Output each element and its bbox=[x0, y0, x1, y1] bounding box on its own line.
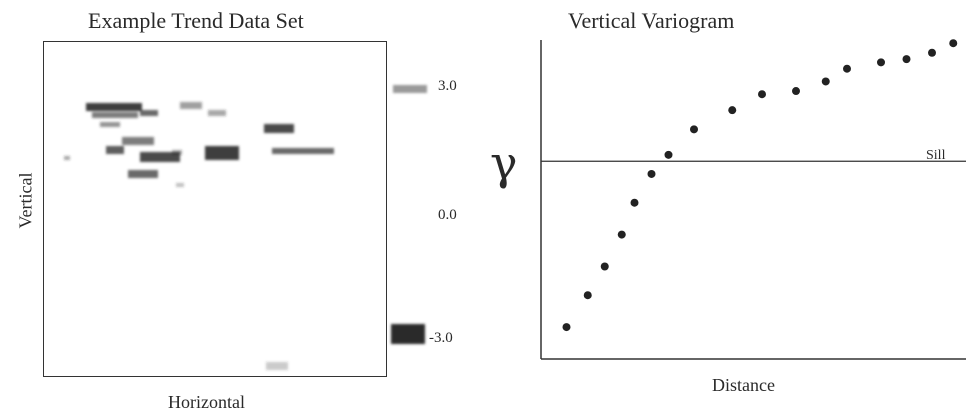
variogram-point bbox=[617, 230, 626, 239]
sill-annotation: Sill bbox=[926, 148, 946, 163]
heatmap-title: Example Trend Data Set bbox=[88, 8, 304, 33]
variogram-point bbox=[664, 150, 673, 159]
heatmap-x-axis-label: Horizontal bbox=[168, 392, 245, 412]
variogram-point bbox=[600, 262, 609, 271]
variogram-point bbox=[758, 90, 766, 99]
colorbar-tick-high: 3.0 bbox=[438, 78, 457, 94]
variogram-point bbox=[562, 323, 571, 332]
variogram-point bbox=[792, 87, 800, 96]
variogram-points bbox=[562, 39, 958, 332]
variogram-point bbox=[949, 39, 958, 48]
colorbar-tick-low: -3.0 bbox=[429, 330, 453, 346]
variogram-title: Vertical Variogram bbox=[568, 8, 735, 33]
variogram-point bbox=[647, 169, 656, 178]
heatmap-texture bbox=[64, 102, 334, 370]
variogram-y-axis-label: γ bbox=[490, 136, 518, 190]
variogram-point bbox=[843, 64, 851, 73]
variogram-point bbox=[583, 291, 592, 300]
variogram-x-axis-label: Distance bbox=[712, 375, 775, 395]
colorbar-high-swatch bbox=[393, 85, 427, 93]
variogram-point bbox=[821, 77, 830, 86]
colorbar bbox=[391, 85, 427, 344]
heatmap-frame bbox=[43, 41, 387, 377]
variogram-point bbox=[690, 125, 698, 134]
variogram-point bbox=[902, 55, 911, 64]
variogram-point bbox=[877, 58, 885, 67]
variogram-point bbox=[928, 48, 936, 57]
variogram-point bbox=[630, 198, 639, 207]
colorbar-tick-mid: 0.0 bbox=[438, 207, 457, 223]
colorbar-low-swatch bbox=[391, 324, 425, 344]
variogram-point bbox=[728, 106, 737, 115]
